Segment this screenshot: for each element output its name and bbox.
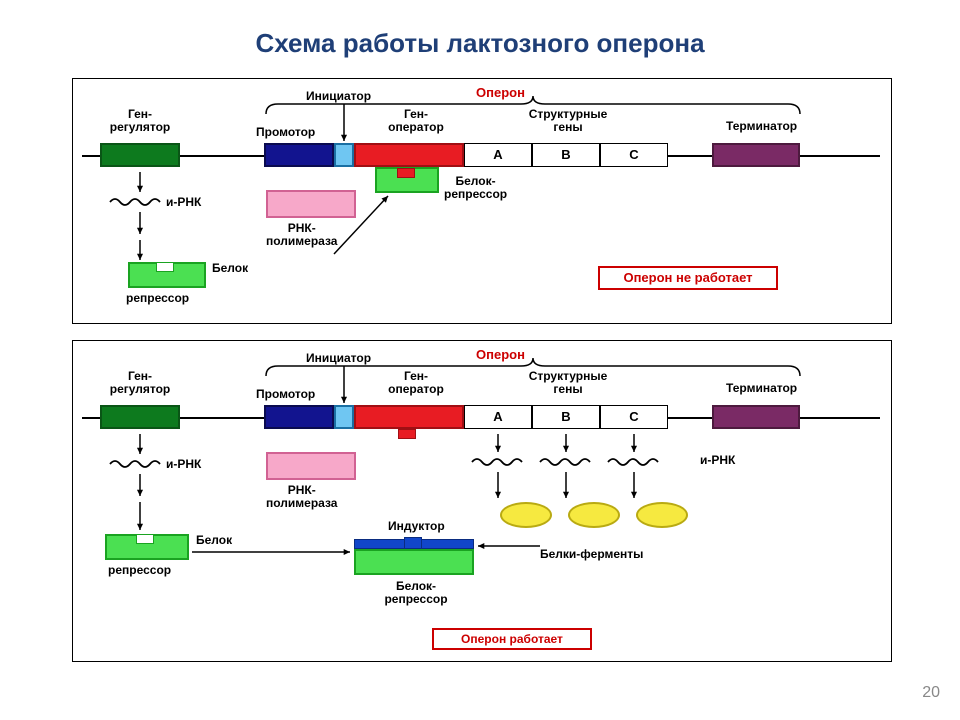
status-bottom: Оперон работает [432, 628, 592, 650]
status-top: Оперон не работает [598, 266, 778, 290]
page-title: Схема работы лактозного оперона [0, 28, 960, 59]
slide-number: 20 [922, 684, 940, 702]
